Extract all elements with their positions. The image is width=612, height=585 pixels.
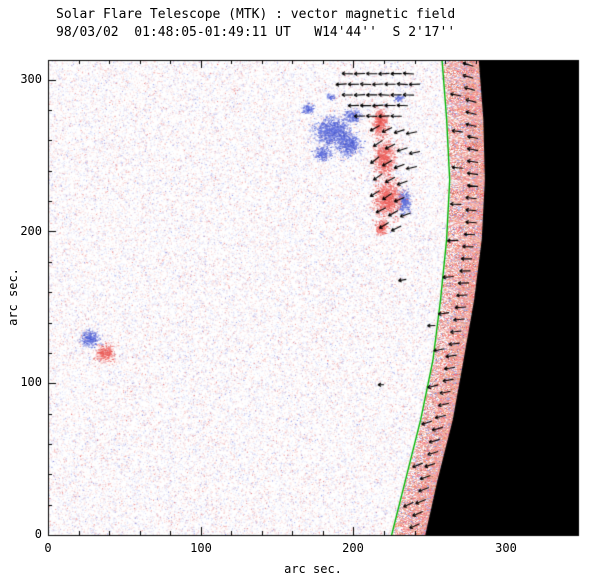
chart-subtitle: 98/03/02 01:48:05-01:49:11 UT W14'44'' S… [56, 25, 456, 40]
y-axis-title: arc sec. [6, 268, 20, 326]
y-tick-label-300: 300 [20, 72, 42, 86]
y-tick-label-200: 200 [20, 224, 42, 238]
x-tick-label-200: 200 [342, 541, 364, 555]
chart-title: Solar Flare Telescope (MTK) : vector mag… [56, 7, 456, 22]
x-tick-label-0: 0 [44, 541, 52, 555]
x-axis-title: arc sec. [284, 562, 342, 576]
x-tick-label-100: 100 [190, 541, 212, 555]
y-tick-label-100: 100 [20, 375, 42, 389]
y-tick-label-0: 0 [34, 527, 42, 541]
x-tick-label-300: 300 [495, 541, 517, 555]
